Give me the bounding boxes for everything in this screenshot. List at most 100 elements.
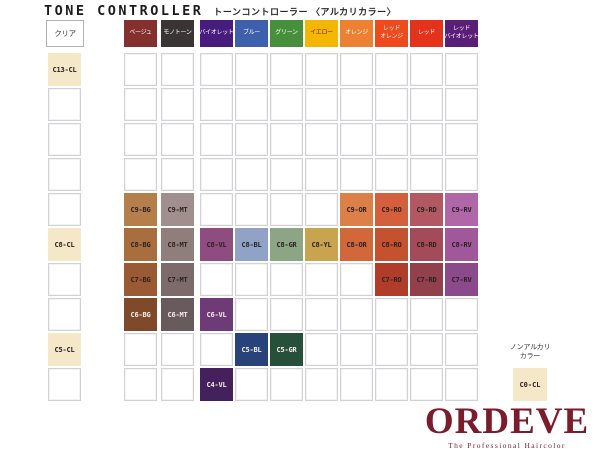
empty-cell <box>200 123 233 156</box>
empty-cell <box>410 158 443 191</box>
swatch-C8-CL: C8-CL <box>48 228 81 261</box>
empty-cell <box>124 333 157 366</box>
empty-cell <box>305 53 338 86</box>
column-header-YL: イエロー <box>305 20 338 47</box>
swatch-C8-RD: C8-RD <box>410 228 443 261</box>
empty-cell <box>270 53 303 86</box>
empty-cell <box>305 263 338 296</box>
swatch-C5-CL: C5-CL <box>48 333 81 366</box>
empty-cell <box>161 53 194 86</box>
empty-cell <box>200 193 233 226</box>
empty-cell <box>270 193 303 226</box>
empty-cell <box>340 158 373 191</box>
empty-cell <box>124 53 157 86</box>
swatch-C13-CL: C13-CL <box>48 53 81 86</box>
empty-cell <box>235 88 268 121</box>
brand-tagline: The Professional Haircolor <box>448 441 566 450</box>
non-alkali-label-line2: カラー <box>519 353 541 361</box>
empty-cell <box>161 333 194 366</box>
empty-cell <box>270 368 303 401</box>
swatch-C7-BG: C7-BG <box>124 263 157 296</box>
swatch-C6-BG: C6-BG <box>124 298 157 331</box>
column-header-BG: ベージュ <box>124 20 157 47</box>
swatch-C8-YL: C8-YL <box>305 228 338 261</box>
empty-cell <box>340 298 373 331</box>
empty-cell <box>48 263 81 296</box>
empty-cell <box>48 88 81 121</box>
empty-cell <box>200 333 233 366</box>
empty-cell <box>270 158 303 191</box>
swatch-C5-GR: C5-GR <box>270 333 303 366</box>
swatch-C4-VL: C4-VL <box>200 368 233 401</box>
swatch-C7-RV: C7-RV <box>445 263 478 296</box>
empty-cell <box>235 158 268 191</box>
empty-cell <box>375 333 408 366</box>
page-subtitle: トーンコントローラー 〈アルカリカラー〉 <box>213 7 397 17</box>
swatch-C7-RO: C7-RO <box>375 263 408 296</box>
empty-cell <box>340 53 373 86</box>
swatch-C9-MT: C9-MT <box>161 193 194 226</box>
empty-cell <box>305 158 338 191</box>
swatch-C5-BL: C5-BL <box>235 333 268 366</box>
empty-cell <box>340 263 373 296</box>
swatch-C8-BG: C8-BG <box>124 228 157 261</box>
empty-cell <box>270 263 303 296</box>
swatch-C8-GR: C8-GR <box>270 228 303 261</box>
empty-cell <box>305 333 338 366</box>
empty-cell <box>445 53 478 86</box>
swatch-C8-BL: C8-BL <box>235 228 268 261</box>
swatch-C6-MT: C6-MT <box>161 298 194 331</box>
empty-cell <box>375 53 408 86</box>
empty-cell <box>305 88 338 121</box>
swatch-C0-CL: C0-CL <box>513 368 547 401</box>
empty-cell <box>340 333 373 366</box>
column-header-RD: レッド <box>410 20 443 47</box>
empty-cell <box>445 88 478 121</box>
empty-cell <box>375 158 408 191</box>
empty-cell <box>270 88 303 121</box>
swatch-C8-OR: C8-OR <box>340 228 373 261</box>
empty-cell <box>340 368 373 401</box>
empty-cell <box>305 368 338 401</box>
empty-cell <box>410 298 443 331</box>
swatch-C9-OR: C9-OR <box>340 193 373 226</box>
empty-cell <box>375 298 408 331</box>
column-header-CL: クリア <box>46 20 84 47</box>
empty-cell <box>305 298 338 331</box>
brand-logo: ORDEVE The Professional Haircolor <box>418 403 596 450</box>
empty-cell <box>410 53 443 86</box>
empty-cell <box>48 298 81 331</box>
empty-cell <box>445 123 478 156</box>
column-header-BL: ブルー <box>235 20 268 47</box>
empty-cell <box>200 158 233 191</box>
empty-cell <box>124 123 157 156</box>
empty-cell <box>235 263 268 296</box>
empty-cell <box>48 193 81 226</box>
column-header-OR: オレンジ <box>340 20 373 47</box>
empty-cell <box>124 158 157 191</box>
empty-cell <box>48 123 81 156</box>
swatch-C9-RD: C9-RD <box>410 193 443 226</box>
empty-cell <box>124 88 157 121</box>
column-header-GR: グリーン <box>270 20 303 47</box>
empty-cell <box>340 123 373 156</box>
empty-cell <box>305 123 338 156</box>
empty-cell <box>410 368 443 401</box>
empty-cell <box>161 368 194 401</box>
page-title-row: TONE CONTROLLER トーンコントローラー 〈アルカリカラー〉 <box>44 2 396 20</box>
empty-cell <box>48 368 81 401</box>
non-alkali-label: ノンアルカリ カラー <box>504 343 556 362</box>
empty-cell <box>305 193 338 226</box>
empty-cell <box>124 368 157 401</box>
swatch-C9-RV: C9-RV <box>445 193 478 226</box>
column-header-MT: モノトーン <box>161 20 194 47</box>
column-header-VL: バイオレット <box>199 20 234 47</box>
empty-cell <box>48 158 81 191</box>
empty-cell <box>235 298 268 331</box>
swatch-C7-MT: C7-MT <box>161 263 194 296</box>
empty-cell <box>270 123 303 156</box>
empty-cell <box>200 88 233 121</box>
empty-cell <box>235 53 268 86</box>
empty-cell <box>235 368 268 401</box>
empty-cell <box>200 53 233 86</box>
